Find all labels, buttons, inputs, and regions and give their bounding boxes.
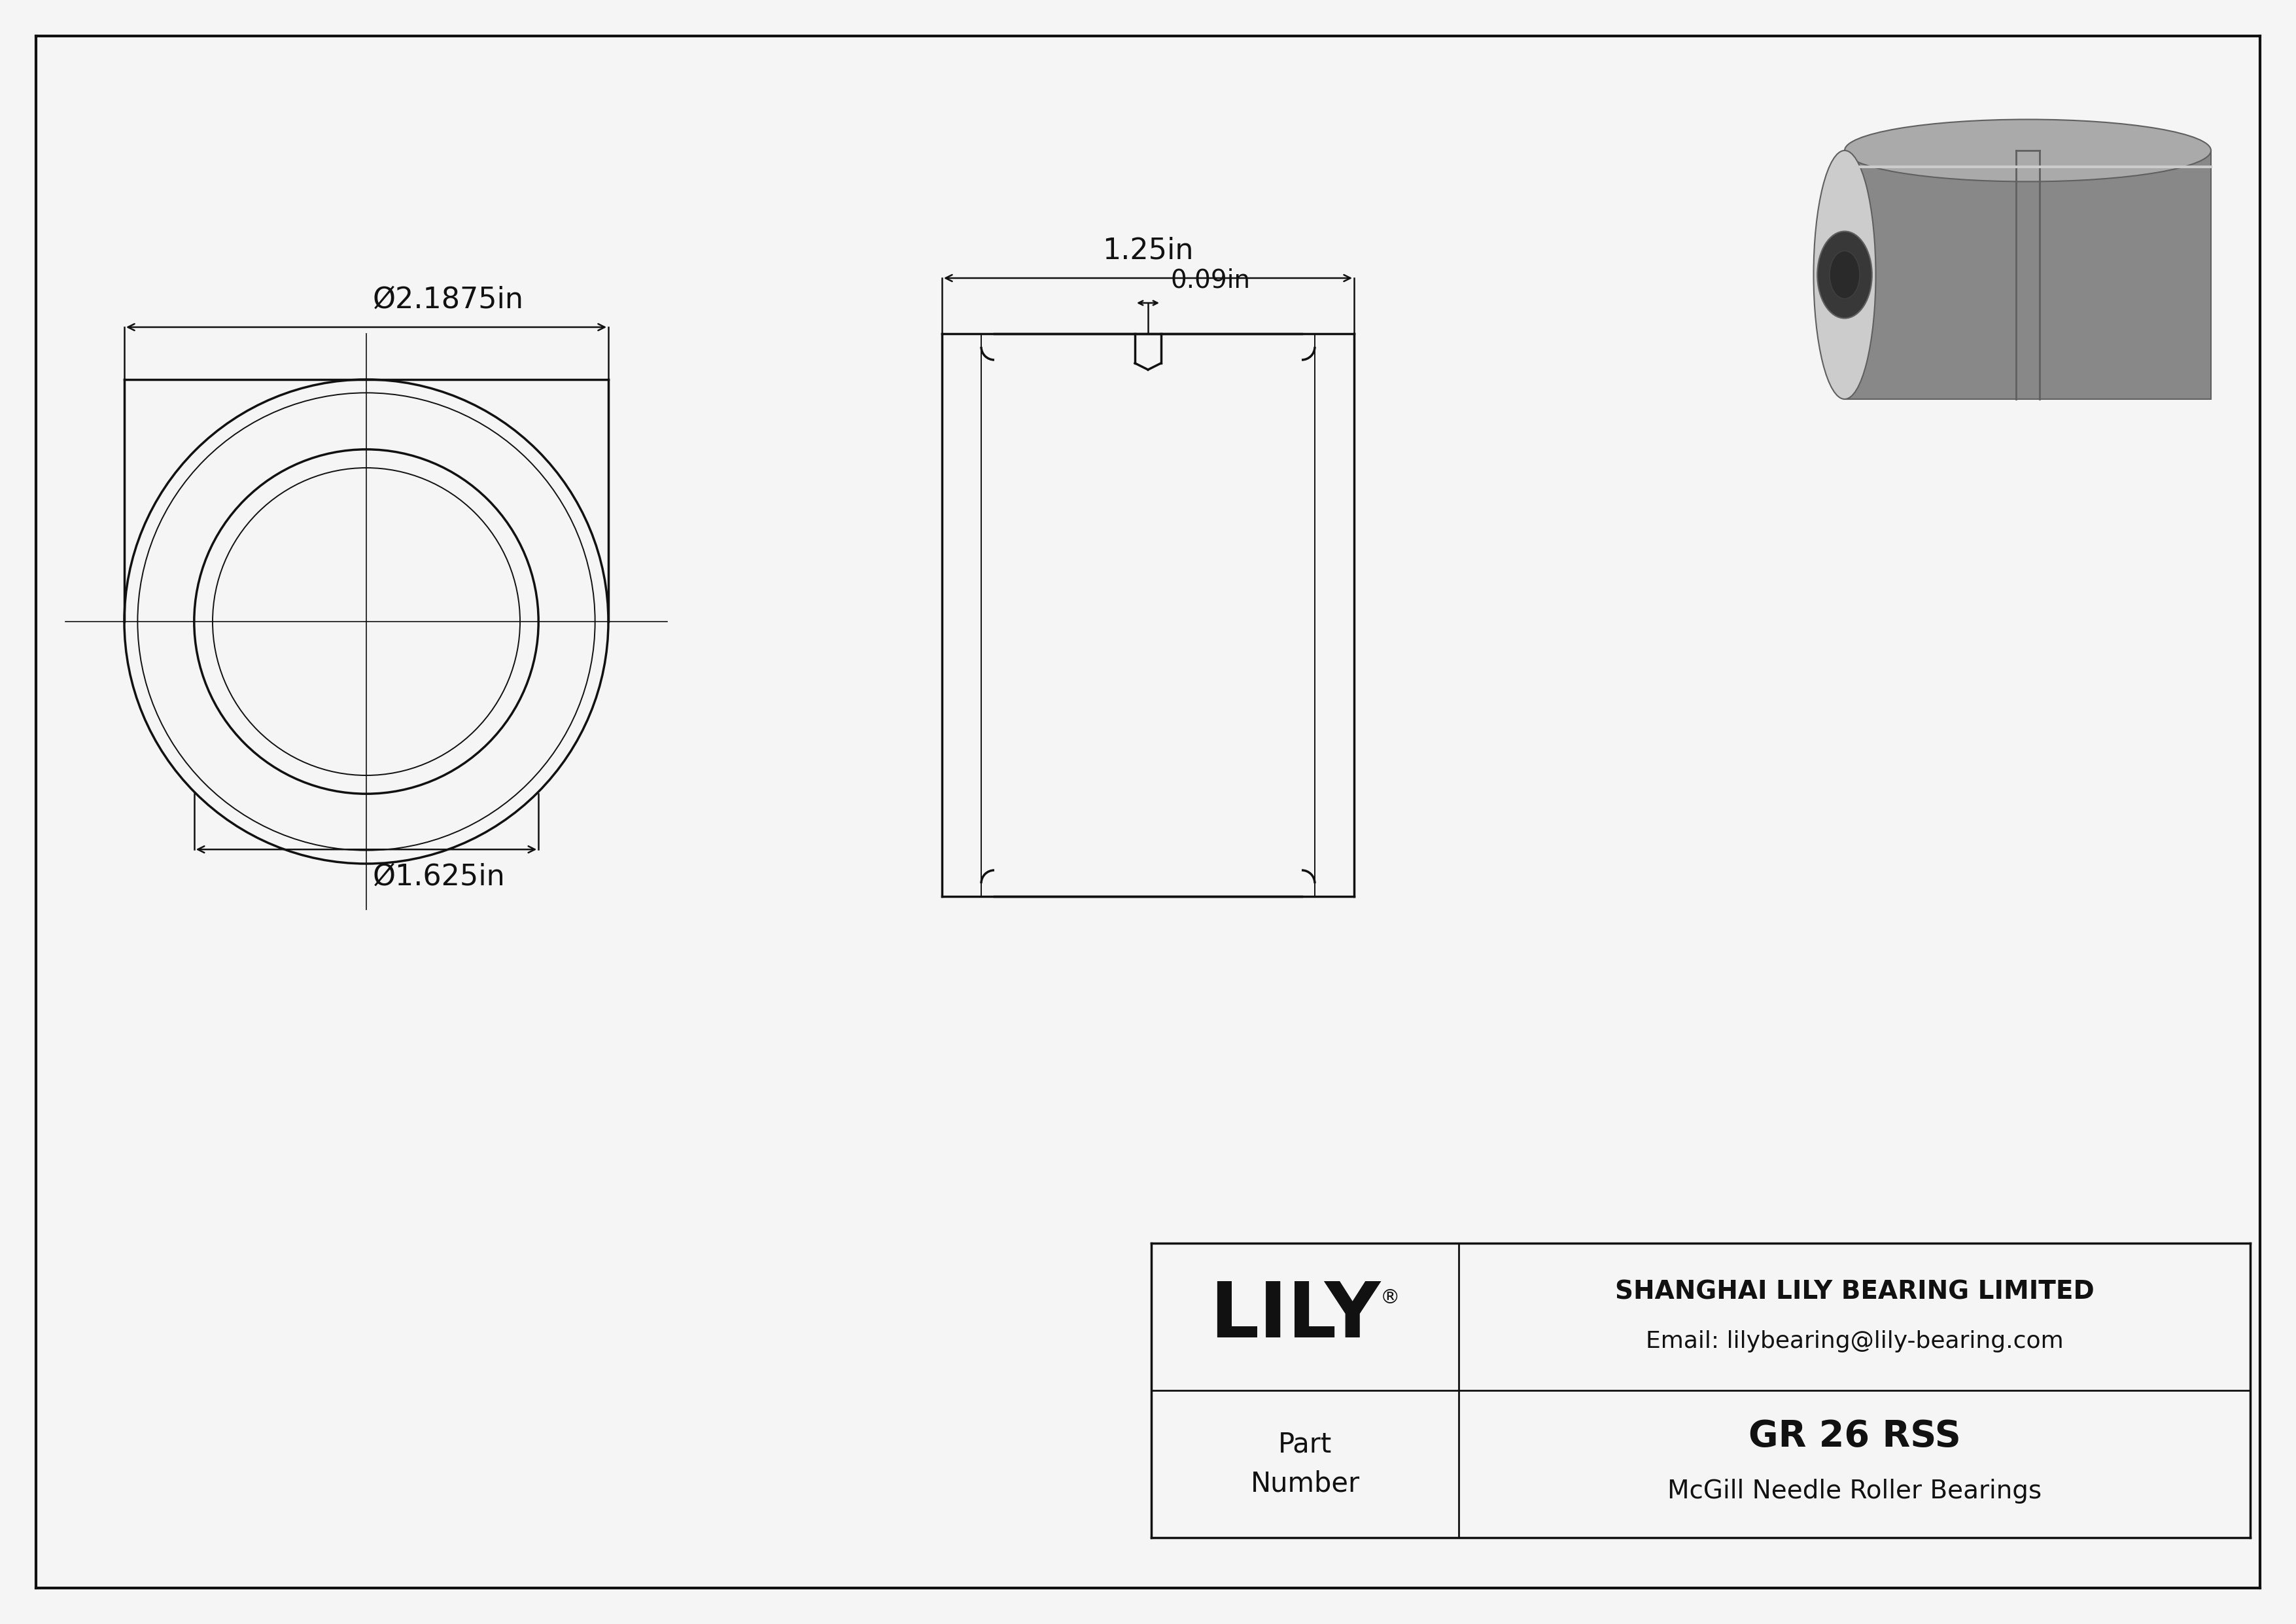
Text: Number: Number (1251, 1470, 1359, 1497)
Text: SHANGHAI LILY BEARING LIMITED: SHANGHAI LILY BEARING LIMITED (1614, 1280, 2094, 1304)
Text: 1.25in: 1.25in (1102, 237, 1194, 265)
Text: McGill Needle Roller Bearings: McGill Needle Roller Bearings (1667, 1479, 2041, 1504)
Polygon shape (1844, 151, 2211, 400)
Ellipse shape (1818, 231, 1871, 318)
Text: Email: lilybearing@lily-bearing.com: Email: lilybearing@lily-bearing.com (1646, 1330, 2064, 1353)
Ellipse shape (1814, 151, 1876, 400)
Ellipse shape (1830, 250, 1860, 299)
Text: ®: ® (1380, 1289, 1401, 1307)
Text: Ø1.625in: Ø1.625in (372, 862, 505, 890)
Ellipse shape (1844, 120, 2211, 182)
Text: GR 26 RSS: GR 26 RSS (1747, 1418, 1961, 1453)
Text: 0.09in: 0.09in (1171, 268, 1251, 292)
Text: LILY: LILY (1210, 1278, 1380, 1354)
Text: Ø2.1875in: Ø2.1875in (372, 286, 523, 313)
Text: Part: Part (1279, 1431, 1332, 1458)
